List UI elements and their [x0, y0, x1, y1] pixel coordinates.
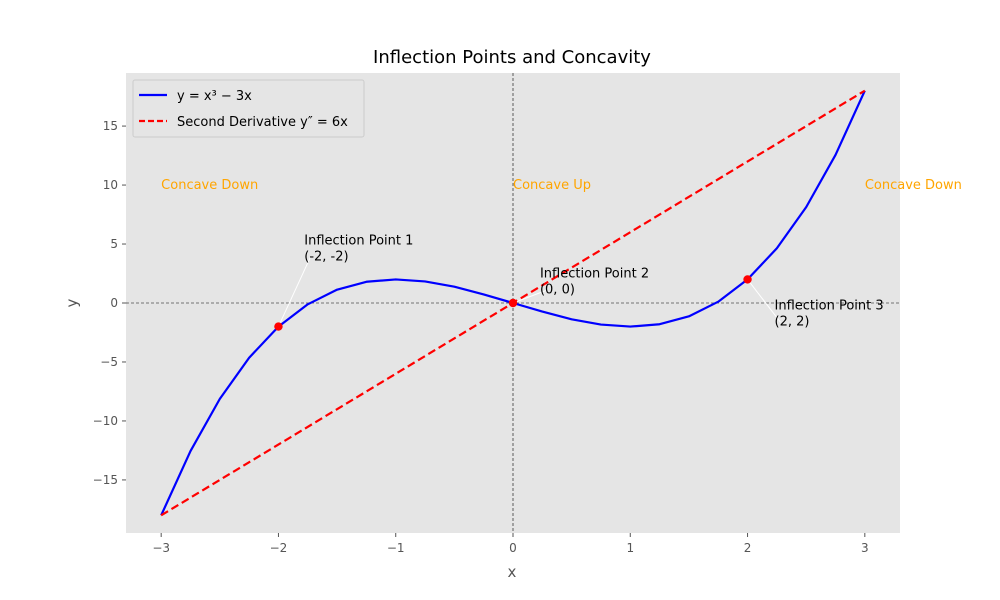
points-layer [274, 275, 752, 331]
y-tick-label: 15 [103, 119, 118, 133]
y-tick-label: 5 [110, 237, 118, 251]
x-tick-label: 1 [626, 541, 634, 555]
region-label-2: Concave Up [513, 178, 591, 193]
annotation-arrow-2 [512, 290, 547, 304]
y-tick-label: 10 [103, 178, 118, 192]
annotation-arrow-1 [278, 257, 311, 327]
y-axis-label: y [63, 298, 81, 307]
x-axis-label: x [508, 563, 517, 581]
legend-entry-1: y = x³ − 3x [177, 89, 252, 104]
chart-title: Inflection Points and Concavity [373, 47, 651, 68]
annotation-2: Inflection Point 2 [540, 266, 649, 281]
y-tick-label: −5 [100, 355, 118, 369]
x-tick-label: 0 [509, 541, 517, 555]
annotation-arrow-3 [747, 279, 781, 323]
annotation-2-coords: (0, 0) [540, 282, 575, 297]
legend-box [132, 79, 365, 138]
annotation-1-coords: (-2, -2) [304, 249, 348, 264]
region-label-1: Concave Down [161, 178, 258, 193]
region-label-3: Concave Down [865, 178, 962, 193]
x-tick-label: 2 [744, 541, 752, 555]
y-tick-label: 0 [110, 296, 118, 310]
x-tick-label: 3 [861, 541, 869, 555]
region-labels: Concave Down Concave Up Concave Down [161, 178, 962, 193]
legend-entry-2: Second Derivative y″ = 6x [177, 115, 348, 130]
x-tick-label: −1 [387, 541, 405, 555]
y-tick-label: −15 [93, 473, 118, 487]
annotation-3-coords: (2, 2) [775, 314, 810, 329]
inflection-point-3 [743, 275, 752, 284]
legend: y = x³ − 3x Second Derivative y″ = 6x [132, 79, 365, 138]
annotation-1: Inflection Point 1 [304, 233, 413, 248]
annotation-layer: Inflection Point 1(-2, -2) Inflection Poi… [278, 233, 884, 329]
y-tick-label: −10 [93, 414, 118, 428]
x-tick-label: −3 [152, 541, 170, 555]
inflection-point-2 [508, 298, 518, 308]
x-tick-label: −2 [270, 541, 288, 555]
inflection-point-1 [274, 322, 283, 331]
annotation-3: Inflection Point 3 [775, 298, 884, 313]
